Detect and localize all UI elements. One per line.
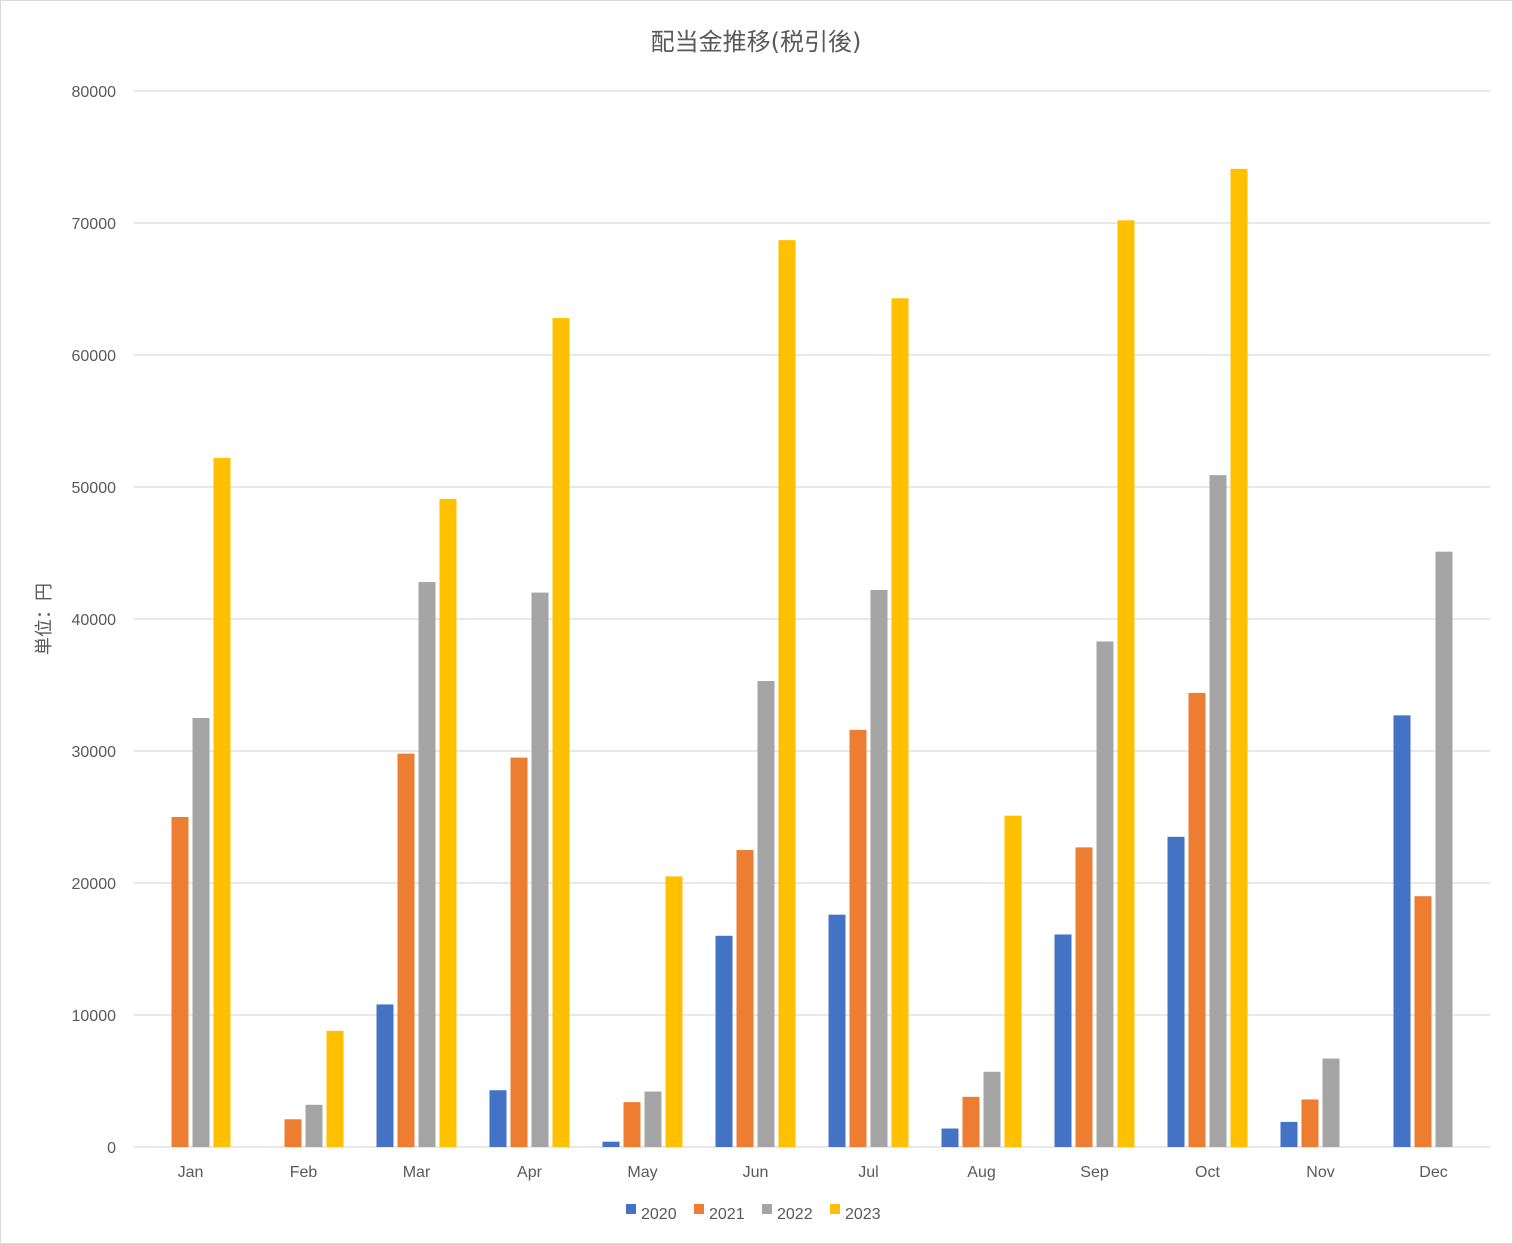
x-tick-label: Feb [290,1164,318,1181]
y-tick-label: 20000 [72,876,117,893]
bar-2021-jul [849,729,867,1147]
bars [171,168,1453,1148]
legend-swatch [626,1204,636,1214]
x-tick-label: Jul [858,1164,878,1181]
x-tick-label: Nov [1306,1164,1334,1181]
bar-2020-jul [828,914,846,1147]
bar-2020-may [602,1141,620,1147]
bar-2022-apr [531,592,549,1147]
bar-2020-aug [941,1128,959,1147]
y-tick-label: 50000 [72,480,117,497]
x-tick-label: Jun [743,1164,769,1181]
x-tick-label: Oct [1195,1164,1220,1181]
bar-2022-oct [1209,475,1227,1147]
bar-2021-jan [171,817,189,1147]
bar-2023-may [665,876,683,1147]
bar-2023-sep [1117,220,1135,1148]
x-tick-label: Apr [517,1164,543,1181]
bar-2021-may [623,1102,641,1147]
chart-title: 配当金推移(税引後) [651,28,862,56]
legend-label: 2023 [845,1206,881,1223]
bar-2022-jan [192,718,210,1147]
bar-2023-jan [213,457,231,1148]
bar-2023-mar [439,498,457,1147]
bar-2021-nov [1301,1099,1319,1147]
legend: 2020 2021 2022 2023 [626,1204,881,1223]
bar-2023-apr [552,318,570,1147]
y-tick-label: 60000 [72,348,117,365]
bar-2020-sep [1054,934,1072,1147]
legend-label: 2020 [641,1206,677,1223]
x-tick-label: Jan [178,1164,204,1181]
y-tick-label: 30000 [72,744,117,761]
bar-2022-jun [757,681,775,1147]
y-tick-label: 70000 [72,216,117,233]
bar-2021-mar [397,753,415,1147]
legend-swatch [830,1204,840,1214]
legend-label: 2022 [777,1206,813,1223]
x-tick-label: Sep [1080,1164,1109,1181]
y-tick-label: 0 [107,1140,116,1157]
bar-2020-nov [1280,1121,1298,1147]
bar-2021-aug [962,1096,980,1147]
y-tick-label: 10000 [72,1008,117,1025]
x-tick-label: Dec [1419,1164,1447,1181]
bar-2022-jul [870,589,888,1147]
bar-2020-jun [715,935,733,1147]
y-tick-label: 40000 [72,612,117,629]
legend-label: 2021 [709,1206,745,1223]
bar-2021-dec [1414,896,1432,1147]
bar-2022-dec [1435,551,1453,1147]
bar-2022-feb [305,1104,323,1147]
bar-2023-aug [1004,815,1022,1147]
x-tick-label: May [627,1164,657,1181]
bar-2021-feb [284,1119,302,1147]
y-tick-labels: 0 10000 20000 30000 40000 50000 60000 70000 8000… [72,84,117,1157]
bar-2023-jun [778,240,796,1147]
x-tick-label: Mar [403,1164,431,1181]
bar-2022-may [644,1091,662,1147]
y-tick-label: 80000 [72,84,117,101]
bar-2022-sep [1096,641,1114,1147]
bar-2023-feb [326,1030,344,1147]
bar-2021-jun [736,850,754,1147]
bar-2020-oct [1167,836,1185,1147]
x-tick-label: Aug [967,1164,995,1181]
bar-2020-mar [376,1004,394,1147]
legend-swatch [762,1204,772,1214]
bar-2021-apr [510,757,528,1147]
bar-2023-jul [891,298,909,1147]
bar-2020-dec [1393,715,1411,1147]
bar-2022-nov [1322,1058,1340,1147]
y-axis-title: 単位：円 [34,583,55,655]
x-tick-labels: Jan Feb Mar Apr May Jun Jul Aug Sep Oct Nov Dec [178,1164,1448,1181]
gridlines [134,90,1490,1148]
bar-2023-oct [1230,168,1248,1147]
bar-2022-aug [983,1071,1001,1147]
bar-2020-apr [489,1090,507,1147]
bar-2021-oct [1188,692,1206,1147]
legend-swatch [694,1204,704,1214]
bar-2022-mar [418,582,436,1147]
bar-2021-sep [1075,847,1093,1147]
